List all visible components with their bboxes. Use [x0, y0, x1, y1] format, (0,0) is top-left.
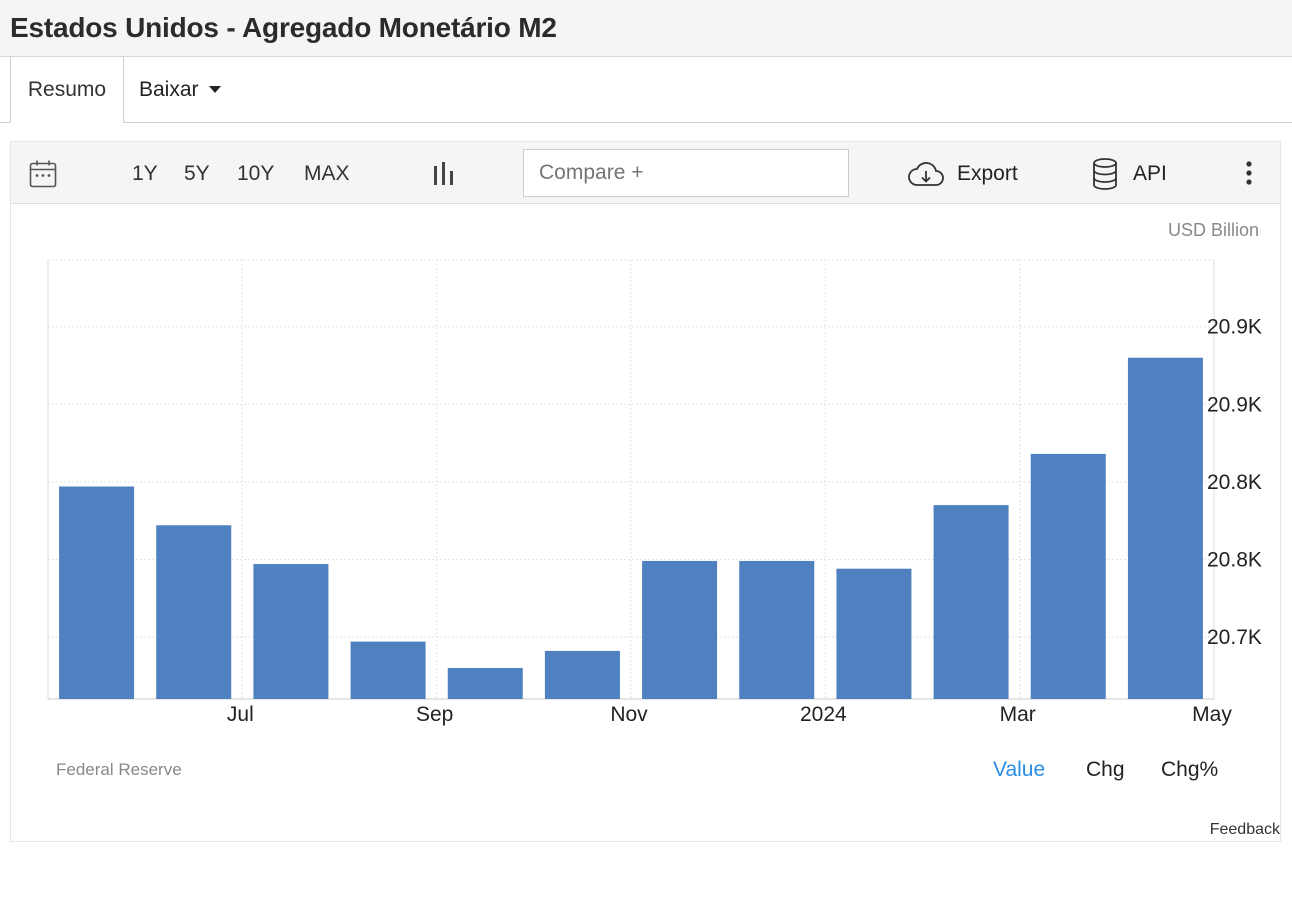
x-tick-label: Sep	[416, 703, 453, 726]
page-header: Estados Unidos - Agregado Monetário M2	[0, 0, 1292, 57]
x-tick-label: Mar	[1000, 703, 1036, 726]
api-button[interactable]: API	[1133, 162, 1167, 185]
bar[interactable]	[253, 564, 329, 699]
chart-toolbar: 1Y 5Y 10Y MAX Export API	[11, 142, 1280, 204]
x-tick-label: 2024	[800, 703, 847, 726]
bar[interactable]	[59, 486, 135, 699]
y-tick-label: 20.9K	[1207, 316, 1262, 339]
calendar-icon[interactable]	[29, 160, 57, 188]
range-1y-button[interactable]: 1Y	[132, 162, 158, 185]
range-max-button[interactable]: MAX	[304, 162, 350, 185]
tab-resumo[interactable]: Resumo	[10, 57, 124, 124]
caret-down-icon	[208, 85, 221, 93]
tab-baixar-label: Baixar	[139, 78, 199, 101]
bar[interactable]	[447, 667, 523, 699]
y-tick-label: 20.8K	[1207, 548, 1262, 571]
y-tick-label: 20.9K	[1207, 393, 1262, 416]
range-10y-button[interactable]: 10Y	[237, 162, 275, 185]
database-icon[interactable]	[1092, 158, 1118, 190]
x-tick-label: Nov	[610, 703, 648, 726]
page-title: Estados Unidos - Agregado Monetário M2	[10, 12, 557, 43]
bar[interactable]	[642, 560, 718, 699]
chart-card: 1Y 5Y 10Y MAX Export API USD Billion	[10, 141, 1281, 842]
y-tick-label: 20.7K	[1207, 626, 1262, 649]
bar[interactable]	[836, 568, 912, 699]
feedback-link[interactable]: Feedback	[1209, 821, 1280, 838]
tab-baixar-dropdown[interactable]: Baixar	[139, 57, 221, 123]
tab-bar: Resumo Baixar	[0, 57, 1292, 124]
unit-label: USD Billion	[1167, 220, 1259, 240]
bar[interactable]	[156, 525, 232, 699]
more-options-icon[interactable]	[1241, 160, 1257, 186]
cloud-download-icon[interactable]	[907, 160, 945, 188]
range-5y-button[interactable]: 5Y	[184, 162, 210, 185]
compare-input[interactable]	[523, 149, 849, 197]
mode-chg-percent-button[interactable]: Chg%	[1161, 758, 1219, 781]
mode-chg-button[interactable]: Chg	[1086, 758, 1125, 781]
bar[interactable]	[1030, 453, 1106, 699]
bar[interactable]	[1127, 357, 1203, 699]
bar[interactable]	[544, 650, 620, 699]
bar[interactable]	[739, 560, 815, 699]
x-tick-label: Jul	[227, 703, 254, 726]
bar-chart: 20.7K 20.8K 20.8K 20.9K 20.9K Jul Sep Nov 2024 Ma…	[47, 259, 1262, 726]
source-label: Federal Reserve	[56, 760, 182, 779]
x-tick-label: May	[1192, 703, 1232, 726]
mode-value-button[interactable]: Value	[993, 758, 1046, 781]
bar[interactable]	[933, 505, 1009, 699]
bar-chart-icon[interactable]	[432, 162, 456, 186]
y-tick-label: 20.8K	[1207, 471, 1262, 494]
bar[interactable]	[350, 641, 426, 699]
export-button[interactable]: Export	[957, 162, 1018, 185]
